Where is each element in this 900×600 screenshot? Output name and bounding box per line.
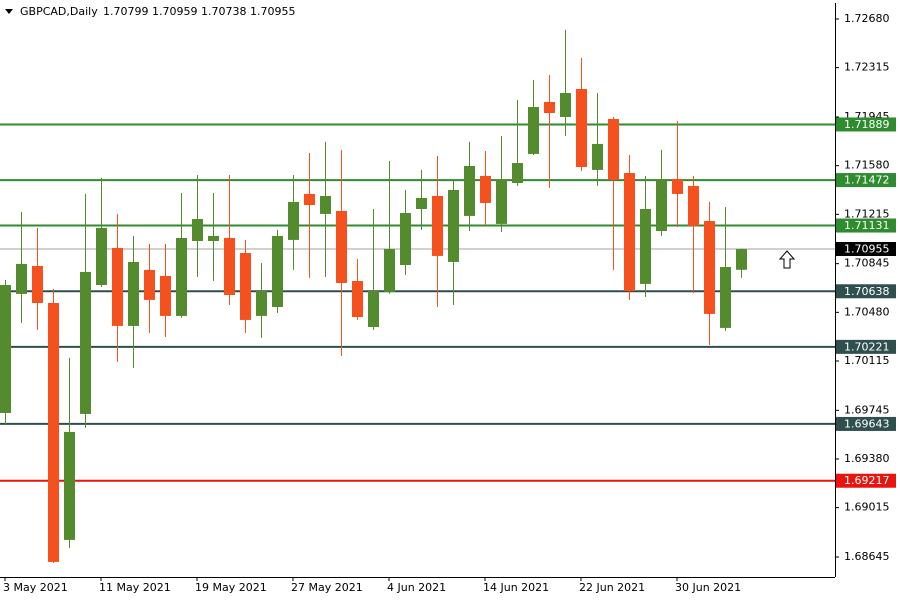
level-price-label: 1.70638 [844, 285, 890, 298]
candle-body [720, 267, 731, 328]
candle-body [400, 213, 411, 265]
candle-body [560, 93, 571, 117]
up-arrow-icon [778, 250, 796, 269]
candle-body [528, 107, 539, 154]
candle-body [192, 219, 203, 241]
header-open: 1.70799 [103, 5, 149, 18]
level-price-box [836, 284, 896, 299]
candle-body [64, 431, 75, 540]
candle-body [128, 261, 139, 326]
candle-body [640, 209, 651, 284]
candle-body [80, 271, 91, 414]
candle-body [320, 195, 331, 214]
candle-body [608, 119, 619, 180]
y-tick-label: 1.69015 [844, 501, 890, 514]
candle-body [144, 269, 155, 300]
candle-body [288, 201, 299, 240]
level-price-label: 1.71889 [844, 118, 890, 131]
x-tick-label: 11 May 2021 [99, 581, 171, 594]
candle-body [672, 179, 683, 194]
candle-body [656, 179, 667, 231]
candle-body [48, 303, 59, 562]
candle-body [432, 195, 443, 256]
menu-triangle [5, 9, 13, 14]
y-tick-label: 1.70115 [844, 354, 890, 367]
chart-title: GBPCAD,Daily [20, 5, 98, 18]
x-tick-label: 22 Jun 2021 [579, 581, 645, 594]
y-tick-label: 1.71215 [844, 207, 890, 220]
level-price-box [836, 339, 896, 354]
y-tick-label: 1.72315 [844, 61, 890, 74]
y-tick-label: 1.70480 [844, 305, 890, 318]
candle-body [704, 221, 715, 314]
candle-body [272, 235, 283, 307]
candle-body [16, 263, 27, 294]
candle-body [352, 281, 363, 317]
level-price-label: 1.71472 [844, 174, 890, 187]
x-tick-label: 27 May 2021 [291, 581, 363, 594]
candle-body [688, 185, 699, 226]
level-price-box [836, 117, 896, 132]
y-tick-label: 1.69745 [844, 403, 890, 416]
candle-body [416, 197, 427, 209]
level-price-box [836, 218, 896, 233]
candle-body [112, 247, 123, 326]
candle-body [544, 101, 555, 113]
candle-body [336, 211, 347, 283]
current-price-label: 1.70955 [844, 243, 890, 256]
x-tick-label: 30 Jun 2021 [675, 581, 741, 594]
candle-body [624, 173, 635, 291]
y-tick-label: 1.69380 [844, 452, 890, 465]
level-price-label: 1.70221 [844, 340, 890, 353]
y-tick-label: 1.70845 [844, 257, 890, 270]
candle-body [368, 291, 379, 327]
x-tick-label: 19 May 2021 [195, 581, 267, 594]
candle-body [592, 143, 603, 170]
candle-body [448, 189, 459, 262]
candle-body [304, 193, 315, 205]
candle-body [32, 265, 43, 303]
candle-body [96, 227, 107, 285]
candle-body [384, 249, 395, 292]
level-price-box [836, 173, 896, 188]
header-close: 1.70955 [250, 5, 296, 18]
y-tick-label: 1.68645 [844, 550, 890, 563]
candle-body [480, 175, 491, 203]
candle-body [736, 249, 747, 270]
candle-body [160, 275, 171, 316]
candle-body [496, 179, 507, 224]
y-tick-label: 1.72680 [844, 12, 890, 25]
current-price-box [836, 242, 896, 256]
header-high: 1.70959 [152, 5, 198, 18]
x-tick-label: 3 May 2021 [3, 581, 68, 594]
x-tick-label: 4 Jun 2021 [387, 581, 446, 594]
candle-body [0, 285, 11, 413]
level-price-label: 1.69217 [844, 474, 890, 487]
candle-body [240, 253, 251, 320]
level-price-label: 1.71131 [844, 219, 890, 232]
level-price-box [836, 416, 896, 431]
candle-body [176, 237, 187, 316]
header-low: 1.70738 [201, 5, 247, 18]
y-tick-label: 1.71580 [844, 159, 890, 172]
candle-body [576, 89, 587, 167]
level-price-box [836, 473, 896, 488]
candle-body [464, 165, 475, 216]
x-tick-label: 14 Jun 2021 [483, 581, 549, 594]
candle-body [256, 291, 267, 316]
level-price-label: 1.69643 [844, 417, 890, 430]
candle-body [512, 163, 523, 183]
candle-body [224, 237, 235, 295]
candle-body [208, 235, 219, 241]
